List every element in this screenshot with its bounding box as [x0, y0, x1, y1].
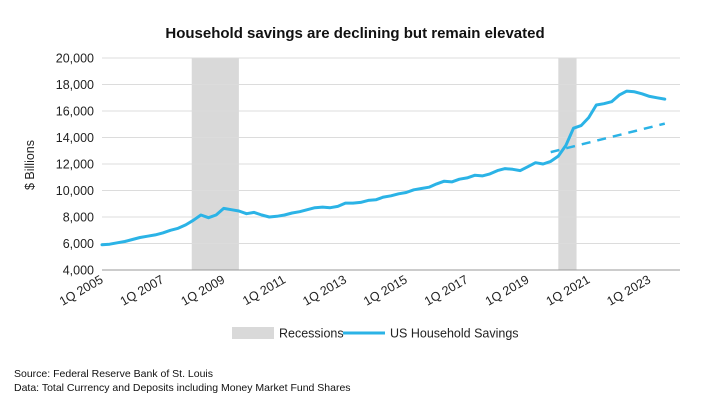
series-line-household-savings: [100, 89, 667, 247]
x-axis-ticks: 1Q 2005 1Q 2007 1Q 2009 1Q 2011 1Q 2013 1Q 20…: [57, 272, 653, 308]
trend-line-dashed: [550, 122, 666, 154]
data-note: Data: Total Currency and Deposits includ…: [14, 382, 351, 394]
x-tick-label: 1Q 2007: [118, 272, 167, 308]
y-axis-label: $ Billions: [23, 140, 37, 190]
chart-title: Household savings are declining but rema…: [165, 25, 544, 42]
series-lines: [100, 89, 667, 247]
x-tick-label: 1Q 2011: [240, 272, 288, 308]
legend-recessions-label: Recessions: [279, 327, 344, 341]
y-tick-label: 12,000: [56, 158, 94, 172]
y-tick-label: 16,000: [56, 105, 94, 119]
x-tick-label: 1Q 2009: [179, 272, 228, 308]
source-note: Source: Federal Reserve Bank of St. Loui…: [14, 368, 214, 380]
y-tick-label: 20,000: [56, 52, 94, 66]
x-tick-label: 1Q 2005: [57, 272, 106, 308]
x-tick-label: 1Q 2015: [361, 272, 410, 308]
gridlines: [102, 57, 680, 271]
x-tick-label: 1Q 2019: [483, 272, 532, 308]
x-tick-label: 1Q 2013: [300, 272, 349, 308]
y-tick-label: 18,000: [56, 78, 94, 92]
legend-savings-label: US Household Savings: [390, 327, 519, 341]
legend-recessions-swatch: [232, 327, 274, 339]
y-tick-label: 8,000: [63, 211, 94, 225]
y-tick-label: 14,000: [56, 131, 94, 145]
y-tick-label: 6,000: [63, 237, 94, 251]
x-tick-label: 1Q 2023: [605, 272, 654, 308]
y-tick-label: 4,000: [63, 264, 94, 278]
x-tick-label: 1Q 2017: [422, 272, 471, 308]
x-tick-label: 1Q 2021: [544, 272, 593, 308]
y-axis-ticks: 4,000 6,000 8,000 10,000 12,000 14,000 16,000 1…: [56, 52, 94, 278]
legend: Recessions US Household Savings: [232, 327, 519, 341]
y-tick-label: 10,000: [56, 184, 94, 198]
